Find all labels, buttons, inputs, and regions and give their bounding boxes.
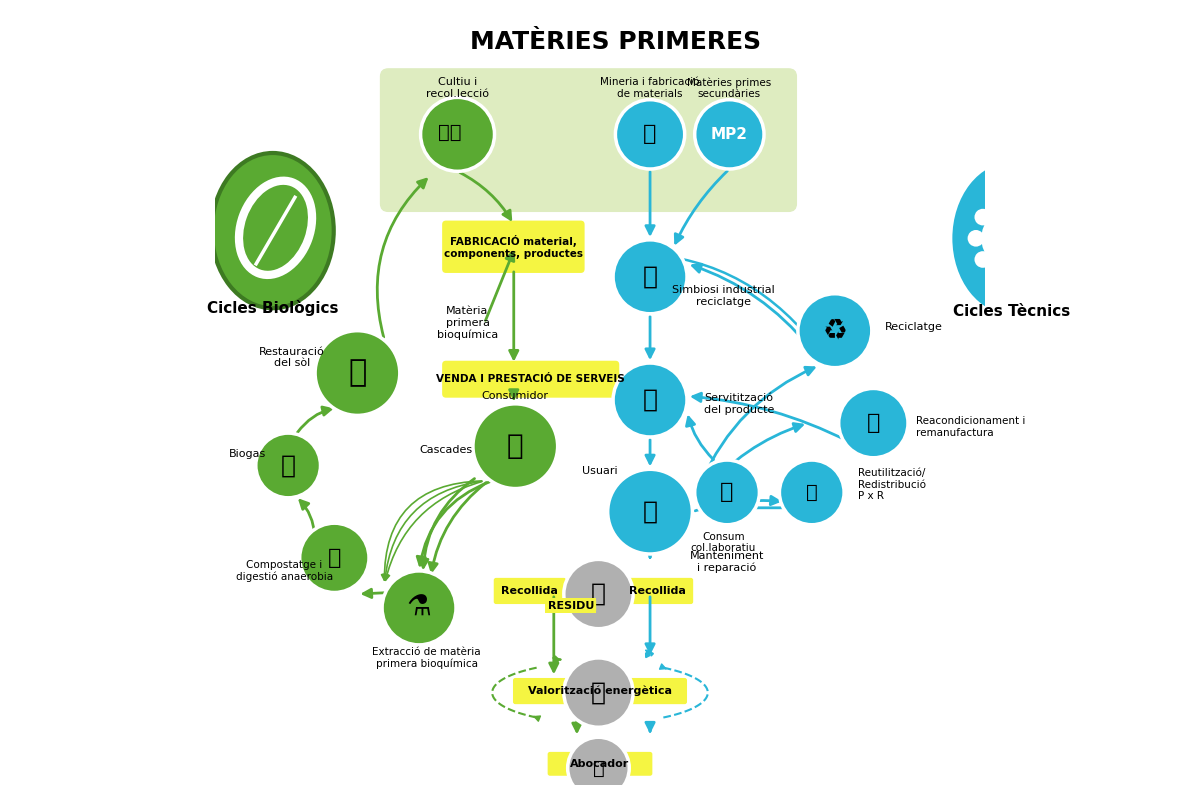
Ellipse shape <box>235 177 316 279</box>
Text: 📦: 📦 <box>806 483 817 502</box>
FancyBboxPatch shape <box>493 578 566 604</box>
Circle shape <box>1015 264 1032 281</box>
Text: Consumidor: Consumidor <box>482 391 548 401</box>
Circle shape <box>316 330 400 415</box>
Text: Recollida: Recollida <box>629 586 685 596</box>
FancyBboxPatch shape <box>442 361 619 398</box>
Circle shape <box>256 433 320 498</box>
Circle shape <box>564 559 634 629</box>
Text: 🚛: 🚛 <box>593 758 605 778</box>
Text: Cicles Biològics: Cicles Biològics <box>208 299 338 315</box>
Text: 🌍: 🌍 <box>348 358 366 387</box>
Circle shape <box>982 208 1043 269</box>
Text: 👤: 👤 <box>506 432 523 460</box>
Circle shape <box>967 230 984 246</box>
Circle shape <box>613 363 688 437</box>
Ellipse shape <box>211 153 334 308</box>
Text: Mineria i fabricació
de materials: Mineria i fabricació de materials <box>600 78 700 99</box>
Text: Matèria
primera
bioquímica: Matèria primera bioquímica <box>437 306 498 340</box>
Text: 🔥: 🔥 <box>281 454 295 478</box>
Circle shape <box>992 219 1031 258</box>
Text: 🐟🌾: 🐟🌾 <box>438 122 462 142</box>
FancyBboxPatch shape <box>620 578 694 604</box>
FancyBboxPatch shape <box>442 221 584 273</box>
Text: Extracció de matèria
primera bioquímica: Extracció de matèria primera bioquímica <box>372 647 481 669</box>
Text: Consum
col.laboratiu: Consum col.laboratiu <box>690 532 756 554</box>
Circle shape <box>473 404 558 489</box>
Circle shape <box>695 100 764 169</box>
Text: Reciclatge: Reciclatge <box>884 322 943 332</box>
Circle shape <box>564 658 634 727</box>
Text: Matèries primes
secundàries: Matèries primes secundàries <box>688 77 772 99</box>
Text: 🏭: 🏭 <box>866 413 880 433</box>
Ellipse shape <box>244 185 308 270</box>
Text: Servitització
del producte: Servitització del producte <box>704 393 774 414</box>
Text: 🏪: 🏪 <box>642 388 658 412</box>
Text: MP2: MP2 <box>710 127 748 142</box>
Circle shape <box>992 196 1009 212</box>
Circle shape <box>695 460 760 525</box>
Text: FABRICACIÓ material,
components, productes: FABRICACIÓ material, components, product… <box>444 235 583 258</box>
Circle shape <box>1015 196 1032 212</box>
FancyBboxPatch shape <box>380 69 797 211</box>
Circle shape <box>420 98 494 171</box>
Text: Abocador: Abocador <box>570 759 630 769</box>
Circle shape <box>1039 230 1056 246</box>
Circle shape <box>1033 209 1050 226</box>
Text: 🔧: 🔧 <box>720 482 733 502</box>
Circle shape <box>1033 251 1050 268</box>
Text: Valorització energètica: Valorització energètica <box>528 686 672 696</box>
Circle shape <box>382 571 456 645</box>
Text: Restauració
del sòl: Restauració del sòl <box>259 347 325 369</box>
Text: Cicles Tècnics: Cicles Tècnics <box>953 304 1070 319</box>
Circle shape <box>568 738 629 799</box>
Text: RESIDU: RESIDU <box>547 601 594 610</box>
Text: 🏭: 🏭 <box>642 265 658 289</box>
Circle shape <box>974 251 991 268</box>
Circle shape <box>974 209 991 226</box>
Circle shape <box>613 240 688 314</box>
Text: Simbiosi industrial
reciclatge: Simbiosi industrial reciclatge <box>672 286 774 307</box>
Circle shape <box>300 523 370 593</box>
Text: 🚛: 🚛 <box>643 124 656 144</box>
Text: ♻: ♻ <box>822 317 847 345</box>
Text: Manteniment
i reparació: Manteniment i reparació <box>690 550 764 573</box>
Circle shape <box>839 389 908 458</box>
Circle shape <box>616 100 685 169</box>
Text: Cascades: Cascades <box>420 445 473 455</box>
Text: Biogas: Biogas <box>229 449 266 459</box>
Text: 💻: 💻 <box>642 500 658 524</box>
Text: MATÈRIES PRIMERES: MATÈRIES PRIMERES <box>470 30 761 54</box>
Text: Recollida: Recollida <box>502 586 558 596</box>
Text: Compostatge i
digestió anaerobia: Compostatge i digestió anaerobia <box>235 560 332 582</box>
Text: Reutilització/
Redistribució
P x R: Reutilització/ Redistribució P x R <box>858 468 926 502</box>
Text: 🔥: 🔥 <box>590 681 606 705</box>
Circle shape <box>798 294 872 368</box>
Text: Reacondicionament i
remanufactura: Reacondicionament i remanufactura <box>916 416 1025 438</box>
Text: Usuari: Usuari <box>582 466 618 476</box>
FancyBboxPatch shape <box>547 752 653 776</box>
Text: 🏚: 🏚 <box>328 548 341 568</box>
Text: ⚗: ⚗ <box>407 594 432 622</box>
FancyBboxPatch shape <box>512 678 688 704</box>
Circle shape <box>607 470 692 554</box>
Text: RESIDU: RESIDU <box>547 601 594 610</box>
Circle shape <box>780 460 844 525</box>
Ellipse shape <box>950 161 1073 316</box>
Text: VENDA I PRESTACIÓ DE SERVEIS: VENDA I PRESTACIÓ DE SERVEIS <box>437 374 625 384</box>
Circle shape <box>992 264 1009 281</box>
Text: 🗑: 🗑 <box>590 582 606 606</box>
Text: Cultiu i
recol.lecció: Cultiu i recol.lecció <box>426 78 490 99</box>
